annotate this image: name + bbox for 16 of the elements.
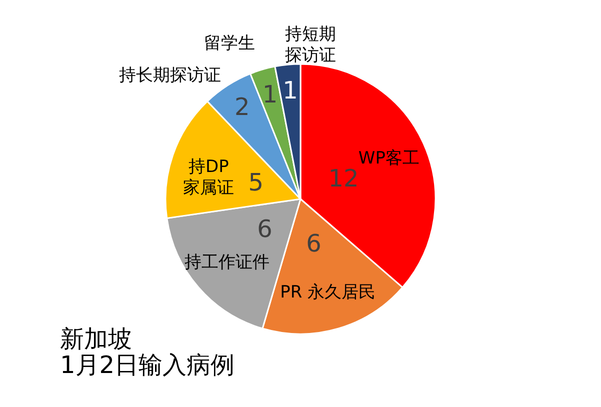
data-label: 1 [282,76,298,104]
slice-label: WP客工 [358,148,420,169]
slice-label: 持DP家属证 [183,157,234,198]
text: 1月2日输入病例 [60,351,235,379]
slice-label: 留学生 [204,34,255,54]
text: 新加坡 [60,325,132,353]
data-label: 5 [248,168,264,197]
slice-label: 持短期探访证 [284,24,336,66]
data-label: 2 [234,93,250,122]
slice-label: PR 永久居民 [280,282,376,302]
data-label: 1 [262,80,278,108]
data-label: 6 [306,229,322,258]
slice-label: 持工作证件 [184,252,270,273]
data-label: 12 [328,164,359,192]
data-label: 6 [257,214,272,243]
slice-label: 持长期探访证 [119,65,222,86]
